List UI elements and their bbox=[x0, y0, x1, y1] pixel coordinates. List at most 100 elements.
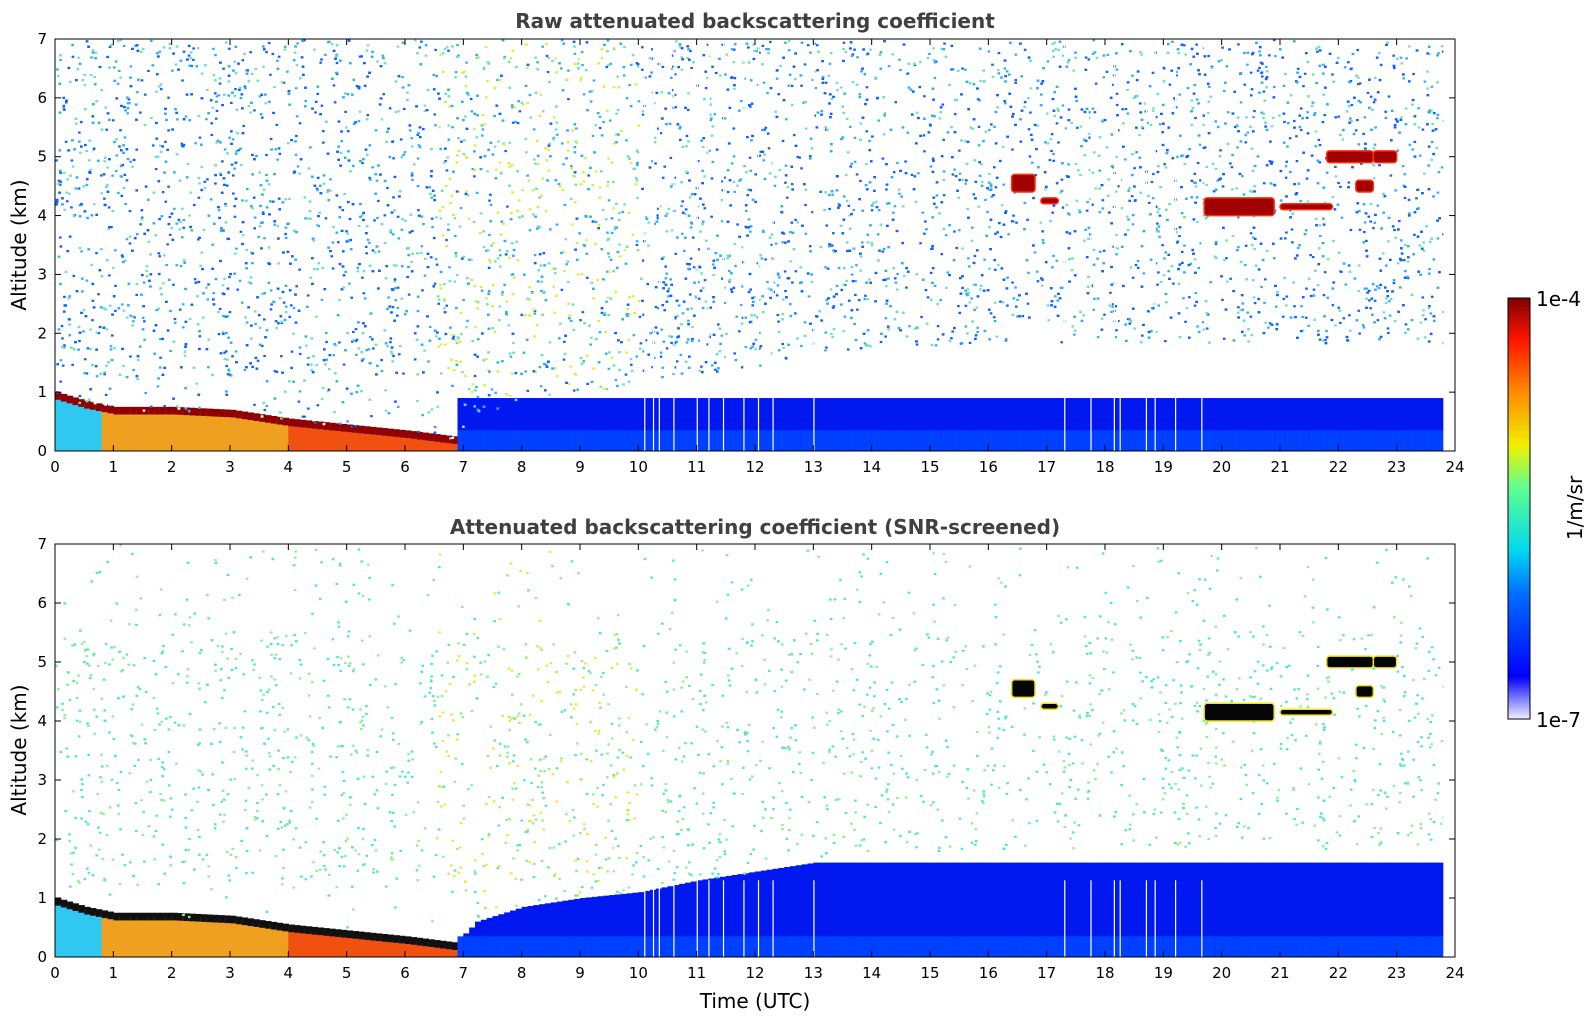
noise-pixel bbox=[86, 347, 90, 350]
noise-pixel bbox=[253, 216, 257, 219]
noise-pixel bbox=[1090, 284, 1094, 287]
noise-pixel bbox=[641, 110, 645, 113]
noise-pixel bbox=[423, 274, 427, 277]
blue-layer bbox=[480, 430, 488, 451]
noise-pixel bbox=[623, 248, 627, 252]
blue-layer bbox=[1414, 430, 1421, 451]
noise-pixel bbox=[1282, 84, 1286, 87]
noise-pixel bbox=[192, 47, 195, 50]
noise-pixel bbox=[341, 208, 345, 212]
noise-pixel bbox=[245, 248, 248, 252]
noise-pixel bbox=[1094, 82, 1098, 85]
noise-pixel bbox=[386, 186, 389, 190]
noise-pixel bbox=[629, 363, 633, 366]
noise-pixel bbox=[104, 403, 107, 406]
noise-pixel bbox=[835, 284, 839, 288]
noise-pixel bbox=[373, 219, 376, 222]
noise-pixel bbox=[410, 172, 414, 175]
noise-pixel bbox=[692, 266, 696, 269]
noise-pixel bbox=[574, 373, 578, 376]
noise-pixel bbox=[1156, 283, 1159, 286]
noise-pixel bbox=[993, 166, 996, 169]
noise-pixel bbox=[418, 146, 422, 149]
noise-pixel bbox=[635, 243, 639, 247]
noise-pixel bbox=[368, 335, 372, 339]
blue-layer bbox=[1227, 430, 1234, 451]
noise-pixel bbox=[416, 310, 420, 313]
blue-layer bbox=[1338, 398, 1345, 451]
noise-pixel bbox=[1296, 67, 1300, 70]
noise-pixel bbox=[1176, 155, 1179, 158]
noise-pixel bbox=[529, 116, 533, 119]
noise-pixel bbox=[295, 115, 299, 118]
noise-pixel bbox=[243, 52, 246, 55]
noise-pixel bbox=[384, 409, 388, 412]
blue-layer bbox=[1215, 398, 1223, 451]
noise-pixel bbox=[977, 144, 981, 147]
noise-pixel bbox=[790, 84, 794, 88]
noise-pixel bbox=[1042, 241, 1045, 244]
noise-pixel bbox=[295, 134, 298, 138]
aerosol-layer bbox=[422, 435, 429, 451]
noise-pixel bbox=[1307, 324, 1310, 327]
noise-pixel bbox=[978, 288, 982, 291]
noise-pixel bbox=[1151, 109, 1155, 112]
noise-pixel bbox=[508, 394, 512, 397]
noise-pixel bbox=[1349, 228, 1353, 232]
blue-layer bbox=[1297, 398, 1304, 451]
noise-pixel bbox=[126, 112, 129, 115]
noise-pixel bbox=[277, 55, 281, 58]
noise-pixel bbox=[980, 180, 984, 183]
noise-pixel bbox=[1392, 282, 1396, 285]
noise-pixel bbox=[284, 232, 287, 236]
noise-pixel bbox=[730, 162, 734, 165]
noise-pixel bbox=[612, 86, 616, 89]
noise-pixel bbox=[444, 343, 447, 346]
blue-layer bbox=[527, 430, 534, 451]
noise-pixel bbox=[908, 325, 911, 328]
noise-pixel bbox=[1369, 220, 1372, 223]
noise-pixel bbox=[951, 68, 955, 71]
blue-layer bbox=[475, 398, 482, 451]
noise-pixel bbox=[1288, 137, 1292, 140]
noise-pixel bbox=[1076, 126, 1079, 129]
noise-pixel bbox=[241, 199, 244, 202]
noise-pixel bbox=[910, 173, 914, 176]
blue-layer bbox=[1105, 430, 1112, 451]
noise-pixel bbox=[636, 249, 640, 252]
noise-pixel bbox=[1071, 325, 1075, 328]
noise-pixel bbox=[728, 269, 731, 273]
noise-pixel bbox=[1293, 305, 1296, 308]
noise-pixel bbox=[212, 292, 216, 295]
noise-pixel bbox=[762, 230, 765, 234]
noise-pixel bbox=[221, 284, 225, 287]
blue-layer bbox=[1420, 430, 1427, 451]
noise-pixel bbox=[857, 299, 861, 302]
noise-pixel bbox=[1060, 178, 1064, 181]
noise-pixel bbox=[1127, 218, 1130, 221]
noise-pixel bbox=[446, 156, 450, 159]
noise-pixel bbox=[411, 178, 414, 181]
noise-pixel bbox=[399, 138, 403, 141]
blue-layer bbox=[935, 398, 943, 451]
noise-pixel bbox=[987, 128, 991, 132]
noise-pixel bbox=[83, 358, 87, 361]
noise-pixel bbox=[263, 237, 266, 240]
noise-pixel bbox=[288, 197, 291, 201]
noise-pixel bbox=[803, 63, 807, 66]
noise-pixel bbox=[114, 284, 117, 287]
noise-pixel bbox=[230, 163, 234, 166]
blue-layer bbox=[854, 398, 861, 451]
noise-pixel bbox=[158, 255, 161, 258]
noise-pixel bbox=[1124, 107, 1128, 111]
noise-pixel bbox=[636, 65, 640, 68]
noise-pixel bbox=[532, 128, 536, 131]
noise-pixel bbox=[155, 90, 158, 93]
blue-layer bbox=[556, 430, 564, 451]
noise-pixel bbox=[77, 187, 81, 190]
noise-pixel bbox=[813, 42, 817, 45]
raw-backscatter-panel: Raw attenuated backscattering coefficien… bbox=[7, 9, 1465, 476]
noise-pixel bbox=[995, 335, 999, 338]
noise-pixel bbox=[701, 169, 704, 172]
noise-pixel bbox=[973, 254, 977, 258]
